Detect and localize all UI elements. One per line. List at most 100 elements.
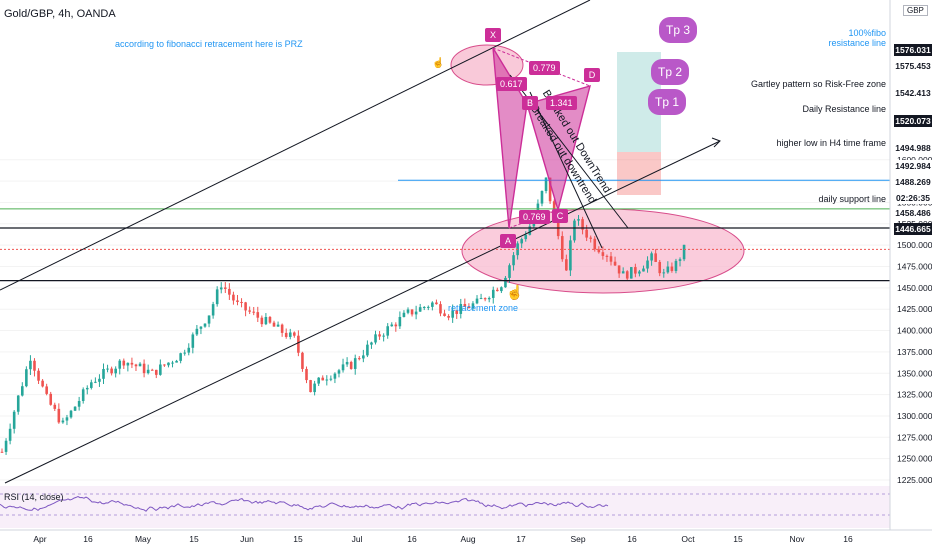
candle-body (313, 383, 316, 393)
candle-body (69, 410, 73, 418)
price-tag: 1446.665 (894, 223, 932, 235)
candle-body (280, 324, 284, 333)
candle-body (374, 334, 377, 343)
candle-body (321, 377, 325, 381)
price-tag: 1576.031 (894, 44, 932, 56)
y-tick-label: 1350.000 (897, 368, 932, 378)
grid (0, 159, 890, 481)
y-tick-label: 1425.000 (897, 304, 932, 314)
candle-body (301, 352, 304, 369)
candle-body (49, 393, 53, 405)
daily-support-note: daily support line (818, 194, 886, 204)
candle-body (77, 400, 81, 407)
candle-body (57, 408, 61, 423)
candle-body (431, 302, 434, 307)
candle-body (8, 428, 12, 441)
point-a: A (500, 234, 516, 248)
fibo-note-2: resistance line (828, 38, 886, 48)
candle-body (134, 364, 138, 367)
candle-body (33, 360, 36, 371)
candle-body (130, 362, 134, 365)
price-tag: 1575.453 (894, 60, 932, 72)
currency-badge[interactable]: GBP (903, 5, 928, 16)
candle-body (617, 265, 621, 274)
pattern-xab (492, 47, 528, 229)
candle-body (504, 277, 507, 288)
candle-body (240, 301, 243, 303)
candle-body (634, 267, 637, 274)
candle-body (122, 360, 126, 366)
candle-body (386, 326, 389, 336)
candle-body (410, 309, 414, 315)
y-tick-label: 1400.000 (897, 326, 932, 336)
tp3-badge[interactable]: Tp 3 (659, 17, 697, 43)
candle-body (276, 324, 280, 327)
candle-body (483, 298, 487, 300)
candle-body (41, 380, 44, 387)
candle-body (175, 360, 178, 363)
price-tag: 1488.269 (894, 176, 932, 188)
x-tick-label: 15 (733, 534, 743, 544)
candle-body (45, 386, 48, 394)
x-tick-label: Jun (240, 534, 254, 544)
candle-body (219, 287, 223, 290)
candle-body (654, 253, 657, 262)
candle-body (398, 316, 402, 327)
candle-body (540, 191, 544, 204)
y-tick-label: 1450.000 (897, 283, 932, 293)
y-tick-label: 1225.000 (897, 475, 932, 485)
candle-body (94, 381, 97, 383)
candle-body (362, 355, 365, 359)
candle-body (569, 240, 572, 271)
candle-body (642, 268, 645, 272)
candle-body (85, 387, 89, 390)
tp1-badge[interactable]: Tp 1 (648, 89, 686, 115)
x-tick-label: 16 (83, 534, 93, 544)
candle-body (353, 358, 357, 369)
candle-body (682, 244, 686, 260)
candle-body (382, 335, 385, 337)
candle-body (29, 360, 32, 370)
candle-body (341, 364, 345, 371)
candle-body (678, 259, 682, 261)
price-tag: 1494.988 (894, 142, 932, 154)
candle-body (256, 312, 260, 318)
candle-body (455, 310, 459, 314)
prz-note: according to fibonacci retracement here … (115, 39, 303, 49)
candle-body (487, 297, 491, 300)
price-tag: 1458.486 (894, 207, 932, 219)
ratio-cd: 1.341 (546, 96, 577, 110)
candle-body (414, 311, 418, 315)
rsi-panel (0, 486, 890, 528)
candle-body (459, 304, 463, 314)
candle-body (126, 362, 130, 366)
candle-body (625, 271, 629, 279)
candle-body (272, 322, 276, 327)
candle-body (406, 309, 410, 313)
candle-body (418, 307, 422, 312)
candle-body (593, 238, 597, 250)
candle-body (179, 353, 182, 361)
candle-body (159, 364, 162, 375)
candle-body (394, 324, 398, 327)
candle-body (658, 261, 662, 274)
candle-body (447, 315, 450, 318)
rsi-background (0, 486, 890, 528)
pointer-icon: ☝ (506, 283, 523, 301)
candle-body (171, 362, 174, 364)
x-tick-label: 15 (189, 534, 199, 544)
risk-zone (617, 152, 661, 195)
point-x: X (485, 28, 501, 42)
x-tick-label: 16 (407, 534, 417, 544)
tp2-badge[interactable]: Tp 2 (651, 59, 689, 85)
candle-body (577, 219, 580, 221)
x-tick-label: Oct (681, 534, 695, 544)
pointer-icon: ☝ (432, 56, 444, 69)
candle-body (118, 360, 122, 369)
candle-body (528, 226, 532, 235)
candle-body (560, 236, 564, 260)
candle-body (61, 420, 65, 423)
candle-body (597, 249, 601, 253)
point-d: D (584, 68, 600, 82)
